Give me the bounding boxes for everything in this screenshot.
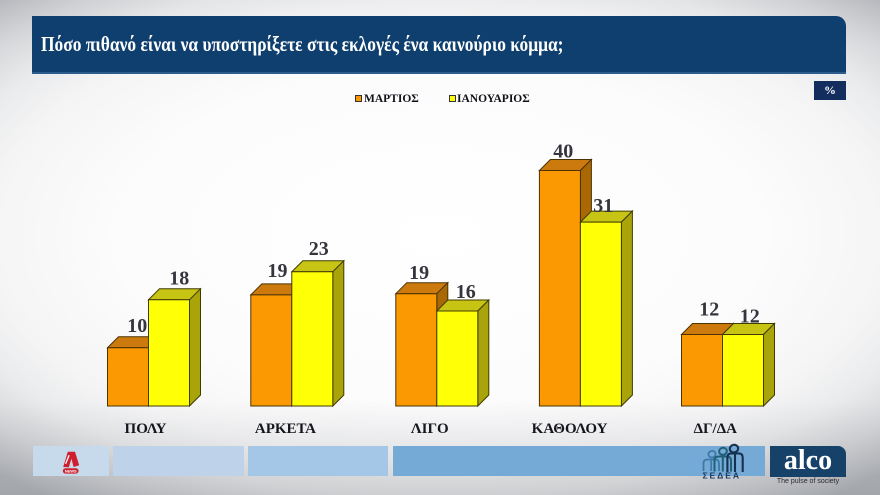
svg-text:ΑΡΚΕΤΑ: ΑΡΚΕΤΑ bbox=[255, 421, 316, 437]
svg-text:NEWS: NEWS bbox=[65, 468, 77, 473]
svg-text:ΠΟΛΥ: ΠΟΛΥ bbox=[125, 421, 167, 437]
svg-text:31: 31 bbox=[593, 195, 613, 217]
svg-text:12: 12 bbox=[740, 306, 760, 328]
svg-text:40: 40 bbox=[553, 141, 573, 163]
svg-text:18: 18 bbox=[169, 267, 189, 289]
svg-text:19: 19 bbox=[409, 262, 429, 284]
svg-text:ΛΙΓΟ: ΛΙΓΟ bbox=[411, 421, 449, 437]
svg-text:16: 16 bbox=[456, 281, 476, 303]
svg-text:10: 10 bbox=[127, 315, 147, 337]
svg-text:ΣΕΔΕΑ: ΣΕΔΕΑ bbox=[702, 471, 741, 481]
svg-text:23: 23 bbox=[309, 238, 329, 260]
svg-text:12: 12 bbox=[699, 298, 719, 320]
svg-text:ΔΓ/ΔΑ: ΔΓ/ΔΑ bbox=[694, 421, 738, 437]
svg-text:ΚΑΘΟΛΟΥ: ΚΑΘΟΛΟΥ bbox=[532, 421, 608, 437]
svg-text:19: 19 bbox=[268, 260, 288, 282]
